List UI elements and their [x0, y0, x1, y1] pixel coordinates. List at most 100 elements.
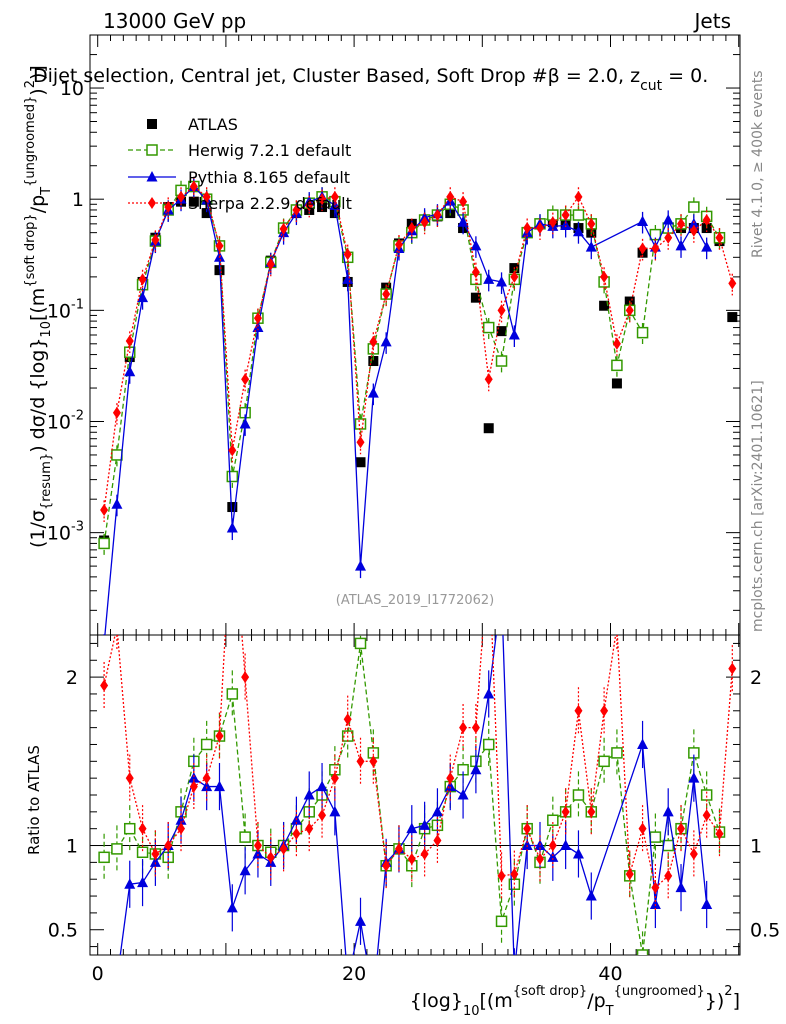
chart-title-rest: = 2.0, z [560, 65, 640, 87]
ratio-line [119, 635, 708, 955]
sherpa-point [125, 772, 134, 785]
pythia-point [560, 839, 572, 851]
pythia-point [252, 321, 264, 333]
sherpa-point [253, 312, 262, 325]
pythia-point [637, 215, 649, 226]
analysis-id: (ATLAS_2019_I1772062) [336, 593, 494, 608]
sherpa-point [459, 195, 468, 208]
sherpa-point [394, 842, 403, 855]
sherpa-point [318, 809, 327, 822]
sherpa-point [202, 190, 211, 203]
ratio-panel-frame [89, 634, 741, 956]
sherpa-point [459, 721, 468, 734]
x-axis-label: {log}10[(m{soft drop}/pT{ungroomed}})2] [410, 984, 740, 1019]
pythia-point [124, 365, 136, 377]
y-tick-base: 10 [47, 300, 71, 322]
atlas-point [368, 356, 379, 367]
atlas-point [201, 208, 212, 219]
pythia-point [637, 738, 649, 749]
xlabel-j: ] [733, 990, 740, 1012]
herwig-point [146, 144, 158, 156]
sherpa-point [677, 822, 686, 835]
xlabel-c: [(m [479, 990, 512, 1012]
y-tick-base: 1 [72, 189, 84, 211]
sherpa-point [510, 868, 519, 881]
sherpa-point [305, 199, 314, 212]
legend-label: Pythia 8.165 default [188, 168, 350, 187]
sherpa-point [446, 190, 455, 203]
pythia-point [521, 839, 533, 851]
sherpa-point [343, 248, 352, 261]
ratio-y-tick-label: 2 [66, 667, 78, 689]
y-tick-label: 10-1 [47, 297, 84, 322]
sherpa-point [728, 277, 737, 290]
ylabel-e: [(m [27, 288, 49, 321]
sherpa-point [112, 406, 121, 419]
atlas-point [188, 196, 199, 207]
x-tick-label: 0 [92, 963, 104, 985]
sherpa-point [612, 337, 621, 350]
pythia-point [457, 789, 469, 800]
sherpa-point [613, 621, 621, 633]
herwig-point [123, 822, 136, 835]
herwig-point [136, 846, 149, 859]
ratio-axes: 0 20 40 0.5 0.5 1 1 2 2 [48, 635, 780, 985]
pythia-point [547, 851, 559, 862]
xlabel-i: 2 [724, 984, 732, 999]
pythia-point [701, 898, 713, 909]
pythia-point [701, 241, 713, 252]
ratio-series-pythia [119, 635, 713, 955]
ratio-series-herwig [98, 635, 726, 955]
sherpa-point [433, 834, 442, 847]
ratio-y-tick-label: 2 [750, 667, 762, 689]
xlabel-e: /p [587, 990, 605, 1012]
sherpa-point [253, 839, 262, 852]
pythia-point [675, 239, 687, 251]
sherpa-point [151, 233, 160, 246]
sherpa-point [266, 851, 275, 864]
sherpa-point [484, 373, 493, 386]
pythia-point [355, 915, 367, 926]
ylabel-b: {resum} [39, 453, 54, 510]
sherpa-point [548, 839, 557, 852]
sherpa-point [548, 216, 557, 229]
sherpa-point [485, 545, 493, 557]
sherpa-point [587, 805, 596, 818]
pythia-point [316, 780, 328, 792]
atlas-point [355, 457, 366, 468]
sherpa-point [523, 222, 532, 235]
main-series [98, 176, 738, 635]
sherpa-point [125, 334, 134, 347]
pythia-point [111, 498, 123, 509]
x-tick-label: 40 [598, 963, 622, 985]
sherpa-point [574, 704, 583, 717]
legend-label: Herwig 7.2.1 default [188, 141, 351, 160]
y-tick-base: 10 [60, 78, 84, 100]
x-tick-label: 20 [342, 963, 366, 985]
atlas-point [227, 502, 238, 513]
sherpa-point [638, 822, 647, 835]
sherpa-point [215, 730, 224, 743]
sherpa-point [536, 222, 544, 235]
y-tick-exponent: -2 [71, 408, 84, 423]
pythia-point [201, 780, 213, 792]
pythia-point [380, 335, 392, 347]
sherpa-point [292, 827, 301, 840]
sherpa-point [677, 217, 686, 230]
ylabel-j: ) [27, 88, 49, 95]
xlabel-g: {ungroomed} [614, 984, 705, 999]
xlabel-a: {log} [410, 990, 463, 1012]
pythia-point [226, 522, 238, 533]
herwig-point [111, 843, 123, 855]
sherpa-point [215, 239, 224, 252]
sherpa-point [164, 839, 173, 852]
ratio-series [98, 545, 737, 955]
chart-title-tail: = 0. [662, 65, 708, 87]
herwig-point [354, 637, 367, 650]
sherpa-point [356, 436, 365, 449]
ylabel-g: /p [27, 195, 49, 213]
pythia-point [585, 241, 597, 252]
sherpa-point [625, 868, 634, 881]
pythia-point [444, 780, 456, 792]
